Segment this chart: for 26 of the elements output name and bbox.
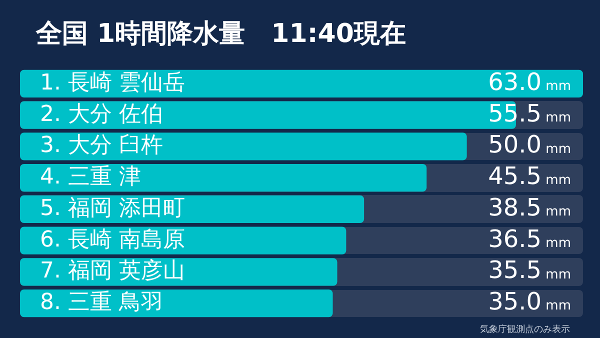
y-tick-label: 3. 大分 臼杵 [40, 133, 163, 158]
text: mm [546, 173, 571, 188]
data-label: 45.5 [488, 162, 542, 190]
text: 気象庁観測点のみ表示 [480, 324, 570, 336]
y-tick-label: 4. 三重 津 [40, 164, 141, 190]
x-axis-title: mm [542, 79, 571, 94]
text: mm [546, 142, 571, 157]
data-label: 35.0 [488, 288, 542, 316]
y-tick-label: 5. 福岡 添田町 [40, 196, 185, 221]
data-label: 55.5 [488, 99, 542, 128]
y-tick-label: 2. 大分 佐伯 [40, 102, 163, 127]
data-label: 36.5 [488, 224, 542, 253]
data-label: 35.5 [488, 256, 542, 284]
y-tick-label: 6. 長崎 南島原 [40, 227, 185, 252]
text: mm [546, 298, 571, 314]
data-label: 50.0 [488, 130, 542, 159]
y-tick-label: 7. 福岡 英彦山 [40, 258, 185, 284]
data-label: 63.0 [488, 68, 542, 96]
text: mm [546, 267, 571, 282]
y-tick-label: 1. 長崎 雲仙岳 [40, 70, 185, 96]
text: mm [546, 236, 571, 251]
text: mm [546, 110, 571, 126]
data-label: 38.5 [488, 193, 542, 222]
text: mm [546, 204, 571, 220]
y-tick-label: 8. 三重 鳥羽 [40, 290, 163, 316]
chart-title: 全国 1時間降水量 11:40現在 [36, 18, 406, 51]
